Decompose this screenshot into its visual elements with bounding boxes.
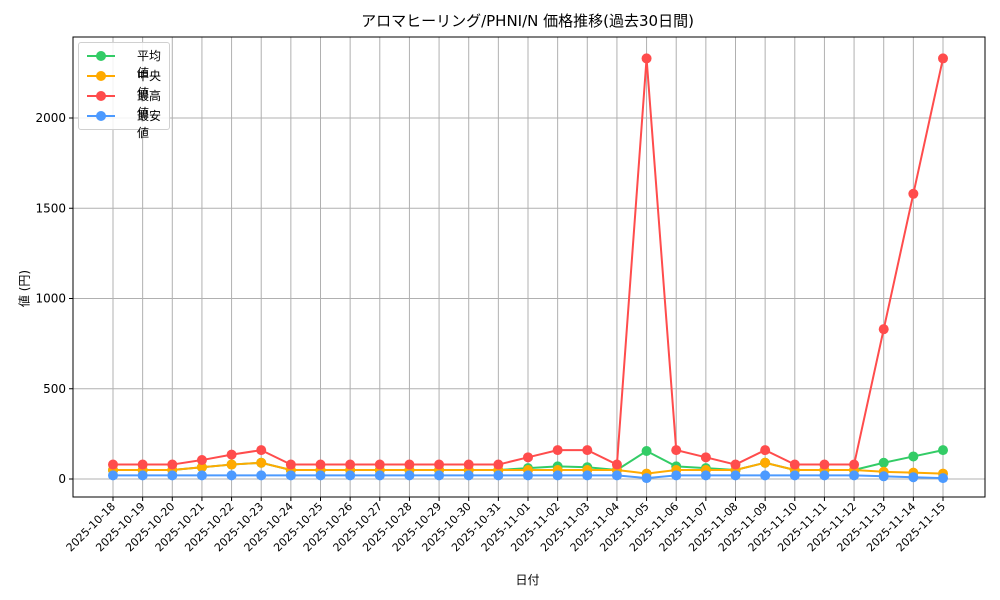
data-point bbox=[582, 445, 593, 456]
data-point bbox=[700, 470, 711, 481]
data-point bbox=[730, 470, 741, 481]
data-point bbox=[641, 53, 652, 64]
data-point bbox=[226, 449, 237, 460]
data-point bbox=[849, 470, 860, 481]
data-point bbox=[671, 445, 682, 456]
data-point bbox=[493, 459, 504, 470]
data-point bbox=[641, 473, 652, 484]
data-point bbox=[256, 445, 267, 456]
legend-item-min: 最安値 bbox=[79, 106, 169, 140]
grid-lines bbox=[73, 37, 985, 497]
data-point bbox=[434, 470, 445, 481]
data-point bbox=[345, 470, 356, 481]
data-point bbox=[285, 470, 296, 481]
data-point bbox=[819, 459, 830, 470]
data-point bbox=[256, 470, 267, 481]
data-point bbox=[878, 324, 889, 335]
data-point bbox=[938, 473, 948, 484]
data-point bbox=[523, 452, 533, 463]
legend-label: 平均値 bbox=[137, 49, 162, 80]
data-point bbox=[908, 451, 919, 462]
y-tick-label: 500 bbox=[43, 382, 66, 396]
plot-frame bbox=[72, 36, 986, 498]
data-point bbox=[404, 470, 415, 481]
data-point bbox=[374, 470, 385, 481]
data-point bbox=[849, 459, 860, 470]
legend-label: 中央値 bbox=[137, 69, 162, 100]
data-point bbox=[878, 471, 889, 482]
data-point bbox=[404, 459, 415, 470]
data-point bbox=[167, 459, 178, 470]
legend: 平均値 中央値 最高値 最安値 bbox=[78, 42, 170, 140]
series-最安値 bbox=[108, 470, 948, 484]
data-point bbox=[641, 446, 652, 457]
chart-title: アロマヒーリング/PHNI/N 価格推移(過去30日間) bbox=[361, 12, 694, 30]
data-point bbox=[700, 452, 711, 463]
data-point bbox=[878, 457, 889, 468]
data-point bbox=[552, 445, 563, 456]
axes: 2025-10-182025-10-192025-10-202025-10-21… bbox=[35, 36, 986, 554]
legend-label: 最安値 bbox=[137, 109, 162, 140]
data-point bbox=[523, 470, 533, 481]
x-axis-label: 日付 bbox=[515, 573, 540, 587]
data-point bbox=[256, 457, 267, 468]
data-point bbox=[374, 459, 385, 470]
data-point bbox=[611, 459, 622, 470]
y-tick-label: 1500 bbox=[35, 201, 66, 215]
data-point bbox=[789, 459, 800, 470]
series-最高値 bbox=[108, 53, 948, 470]
data-point bbox=[196, 455, 207, 466]
data-point bbox=[760, 445, 771, 456]
data-point bbox=[167, 470, 178, 481]
data-point bbox=[760, 470, 771, 481]
y-tick-label: 0 bbox=[58, 472, 66, 486]
legend-label: 最高値 bbox=[137, 89, 162, 120]
data-point bbox=[938, 445, 948, 456]
data-point bbox=[137, 470, 148, 481]
data-point bbox=[908, 472, 919, 483]
data-point bbox=[196, 462, 207, 473]
data-point bbox=[908, 188, 919, 199]
data-point bbox=[582, 470, 593, 481]
legend-marker-icon bbox=[96, 111, 106, 121]
legend-item-average: 平均値 bbox=[79, 46, 169, 80]
data-point bbox=[760, 457, 771, 468]
data-point bbox=[611, 470, 622, 481]
data-point bbox=[108, 470, 118, 481]
data-point bbox=[730, 459, 741, 470]
legend-marker-icon bbox=[96, 51, 106, 61]
y-axis-label: 値 (円) bbox=[17, 269, 32, 308]
data-point bbox=[137, 459, 148, 470]
data-point bbox=[108, 459, 118, 470]
data-point bbox=[315, 459, 326, 470]
data-point bbox=[285, 459, 296, 470]
data-point bbox=[819, 470, 830, 481]
data-point bbox=[226, 459, 237, 470]
y-tick-label: 1000 bbox=[35, 292, 66, 306]
data-point bbox=[196, 470, 207, 481]
data-point bbox=[463, 470, 474, 481]
data-point bbox=[493, 470, 504, 481]
legend-marker-icon bbox=[96, 71, 106, 81]
data-point bbox=[938, 53, 948, 64]
legend-marker-icon bbox=[96, 91, 106, 101]
data-point bbox=[789, 470, 800, 481]
y-tick-label: 2000 bbox=[35, 111, 66, 125]
data-point bbox=[226, 470, 237, 481]
data-point bbox=[463, 459, 474, 470]
legend-item-max: 最高値 bbox=[79, 86, 169, 120]
data-point bbox=[315, 470, 326, 481]
data-point bbox=[345, 459, 356, 470]
data-point bbox=[671, 470, 682, 481]
data-point bbox=[434, 459, 445, 470]
legend-item-median: 中央値 bbox=[79, 66, 169, 100]
data-point bbox=[552, 470, 563, 481]
data-series bbox=[108, 53, 948, 484]
